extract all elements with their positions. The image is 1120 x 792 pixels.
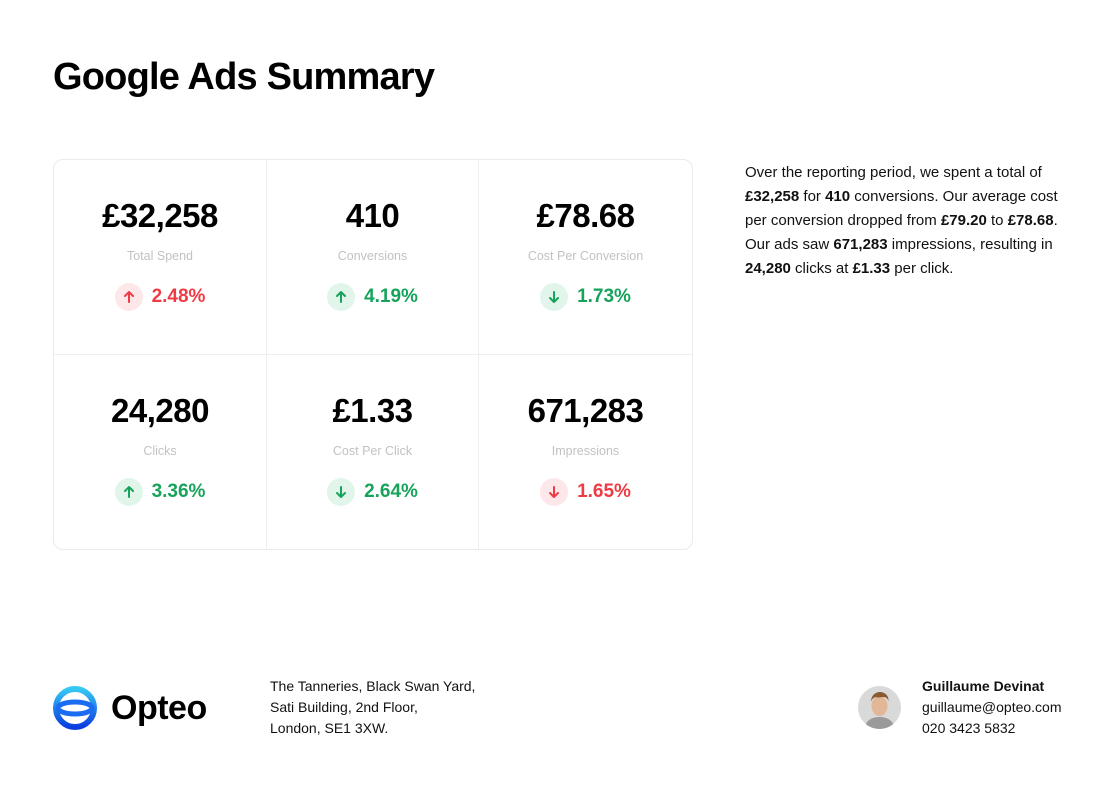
metric-value: £32,258	[102, 197, 218, 234]
metric-label: Conversions	[337, 249, 408, 263]
metric-change: 1.73%	[479, 283, 692, 311]
contact-details: Guillaume Devinat guillaume@opteo.com 02…	[922, 676, 1062, 739]
summary-text: Over the reporting period, we spent a to…	[745, 164, 1042, 181]
metric-label: Cost Per Click	[332, 444, 413, 458]
metric-label: Clicks	[143, 444, 177, 458]
metric-cost-per-conversion: £78.68 Cost Per Conversion 1.73%	[479, 160, 692, 355]
metric-change: 3.36%	[54, 478, 266, 506]
metric-change: 2.64%	[267, 478, 478, 506]
contact-phone[interactable]: 020 3423 5832	[922, 720, 1016, 736]
arrow-up-icon	[114, 283, 143, 311]
metric-value: 24,280	[111, 392, 209, 429]
metric-cost-per-click: £1.33 Cost Per Click 2.64%	[267, 355, 479, 549]
summary-text: conversions. Our average cost per conver…	[745, 188, 1058, 229]
metric-clicks: 24,280 Clicks 3.36%	[54, 355, 267, 549]
change-value: 1.65%	[577, 481, 631, 502]
change-value: 4.19%	[364, 286, 418, 307]
arrow-up-icon	[327, 283, 356, 311]
avatar	[858, 686, 901, 729]
metric-change: 2.48%	[54, 283, 266, 311]
metric-impressions: 671,283 Impressions 1.65%	[479, 355, 692, 549]
metric-conversions: 410 Conversions 4.19%	[267, 160, 479, 355]
summary-highlight: £1.33	[852, 260, 891, 277]
company-address: The Tanneries, Black Swan Yard, Sati Bui…	[270, 676, 475, 739]
address-line: Sati Building, 2nd Floor,	[270, 699, 418, 715]
arrow-down-icon	[540, 283, 569, 311]
change-value: 2.48%	[151, 286, 206, 307]
summary-highlight: £78.68	[1007, 212, 1054, 229]
brand: Opteo	[53, 686, 207, 730]
metric-value: £78.68	[536, 197, 635, 234]
metric-label: Impressions	[551, 444, 620, 458]
summary-highlight: £32,258	[745, 188, 800, 205]
arrow-down-icon	[540, 478, 569, 506]
metric-value: 410	[345, 197, 400, 234]
summary-highlight: 24,280	[745, 260, 791, 277]
contact-name: Guillaume Devinat	[922, 678, 1045, 694]
change-value: 1.73%	[577, 286, 631, 307]
metric-value: £1.33	[332, 392, 413, 429]
summary-text: clicks at	[790, 260, 853, 277]
metric-change: 4.19%	[267, 283, 478, 311]
metric-label: Cost Per Conversion	[527, 249, 644, 263]
summary-text: per click.	[890, 260, 954, 277]
address-line: London, SE1 3XW.	[270, 720, 389, 736]
summary-highlight: £79.20	[940, 212, 987, 229]
metrics-card: £32,258 Total Spend 2.48% 410 Conversion…	[53, 159, 693, 550]
brand-name: Opteo	[111, 688, 207, 727]
change-value: 2.64%	[364, 481, 418, 502]
address-line: The Tanneries, Black Swan Yard,	[270, 678, 476, 694]
page-title: Google Ads Summary	[53, 56, 435, 98]
metric-total-spend: £32,258 Total Spend 2.48%	[54, 160, 267, 355]
opteo-logo-icon	[53, 686, 97, 730]
summary-text: impressions, resulting in	[887, 236, 1053, 253]
arrow-up-icon	[114, 478, 143, 506]
summary-text: for	[799, 188, 826, 205]
metric-label: Total Spend	[126, 249, 194, 263]
summary-text: . Our ads saw	[745, 212, 1058, 253]
summary-paragraph: Over the reporting period, we spent a to…	[745, 161, 1070, 281]
arrow-down-icon	[327, 478, 356, 506]
summary-highlight: 671,283	[833, 236, 888, 253]
contact-email[interactable]: guillaume@opteo.com	[922, 699, 1062, 715]
metric-value: 671,283	[527, 392, 644, 429]
change-value: 3.36%	[151, 481, 206, 502]
metric-change: 1.65%	[479, 478, 692, 506]
summary-highlight: 410	[825, 188, 851, 205]
summary-text: to	[986, 212, 1008, 229]
